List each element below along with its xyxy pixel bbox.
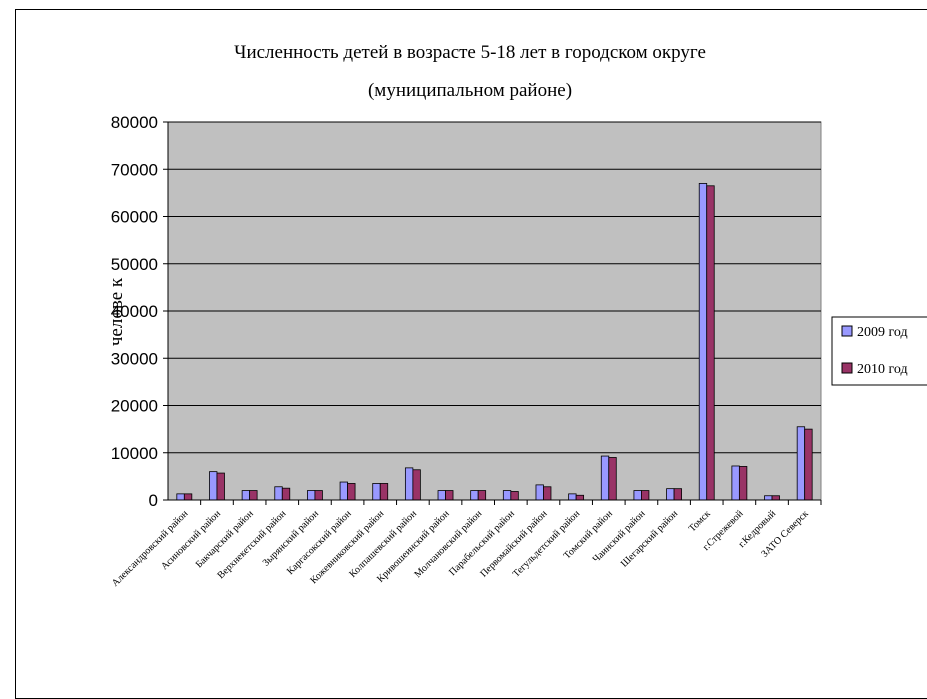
bar-2010-год-3 [281,487,291,501]
legend-label-2009: 2009 год [857,325,908,340]
x-tick-label: Бакчарский район [194,508,257,571]
bar-2009-год-14 [633,490,642,501]
bar-2010-год-19 [804,428,813,501]
legend-swatch-2009 [841,325,853,337]
bar-2009-год-0 [176,493,185,501]
bar-2009-год-3 [274,486,283,501]
bar-2010-год-17 [738,466,748,501]
y-tick-label: 50000 [111,255,158,274]
bar-2010-год-8 [445,490,454,501]
bar-2009-год-5 [339,481,348,501]
bar-2009-год-11 [535,484,544,501]
bar-2010-год-13 [608,457,617,501]
bar-2009-год-18 [764,495,773,501]
bar-2010-год-15 [673,488,682,501]
bar-2009-год-4 [307,490,316,501]
bar-2010-год-0 [183,493,193,501]
bar-2009-год-1 [209,471,218,501]
bar-2009-год-10 [502,490,512,501]
bar-2010-год-6 [379,483,389,501]
bar-2009-год-17 [731,465,740,501]
y-tick-label: 10000 [111,444,158,463]
bar-2010-год-14 [641,490,650,501]
chart: Численность детей в возрасте 5-18 лет в … [106,42,927,589]
chart-title-line-2: (муниципальном районе) [368,80,572,101]
bar-2010-год-16 [706,185,715,501]
bar-2010-год-10 [510,491,519,501]
y-tick-label: 20000 [111,397,158,416]
bar-2010-год-1 [216,472,225,501]
bar-2010-год-5 [347,483,356,501]
bar-2010-год-7 [412,469,421,501]
y-tick-label: 80000 [111,113,158,132]
x-tick-label: Томск [687,508,713,534]
y-axis-ticks: 0 10000 20000 30000 40000 50000 60000 70000 8000… [111,113,821,510]
y-tick-label: 70000 [111,160,158,179]
chart-title-line-1: Численность детей в возрасте 5-18 лет в … [234,42,706,63]
x-tick-label: Зырянский район [261,508,322,569]
bar-2010-год-18 [771,495,780,501]
bar-2009-год-15 [666,488,675,501]
y-tick-label: 60000 [111,208,158,227]
bar-2009-год-9 [470,490,479,501]
bar-2009-год-13 [600,455,610,501]
bar-2009-год-12 [568,493,577,501]
bar-2009-год-8 [437,490,446,501]
y-tick-label: 0 [149,491,158,510]
legend: 2009 год 2010 год [831,316,927,386]
legend-swatch-2010 [841,362,853,374]
y-tick-label: 30000 [111,349,158,368]
bar-2010-год-2 [249,490,258,501]
bar-2009-год-19 [796,426,806,501]
y-tick-label: 40000 [111,302,158,321]
bar-2009-год-7 [404,467,414,501]
bar-2010-год-4 [314,490,323,501]
bar-2010-год-12 [575,494,585,501]
bar-2009-год-2 [241,490,251,501]
y-axis-label: челове к [106,277,127,346]
bar-2009-год-16 [698,183,708,501]
x-tick-label: Асиновский район [159,508,223,572]
x-tick-label: Шегарский район [619,508,681,570]
bar-2010-год-9 [477,490,487,501]
bar-2009-год-6 [372,483,381,501]
legend-label-2010: 2010 год [857,362,908,377]
bar-2010-год-11 [543,486,552,501]
